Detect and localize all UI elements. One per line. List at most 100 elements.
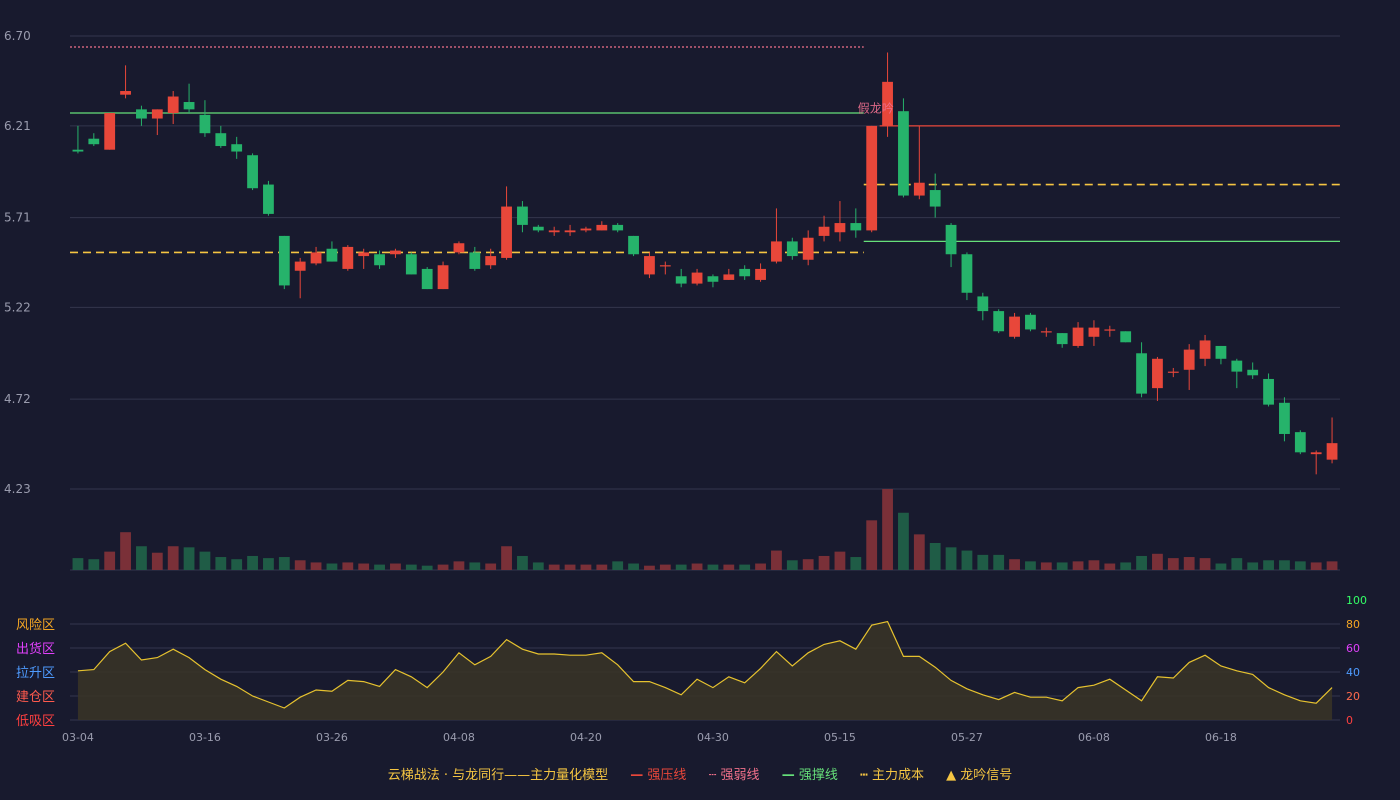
legend-symbol-cost: ┅: [859, 768, 868, 783]
volume-bar: [628, 563, 639, 570]
candle-body: [1152, 358, 1163, 389]
volume-bar: [1231, 558, 1243, 570]
candle-body: [612, 224, 624, 231]
candle-body: [834, 223, 846, 233]
volume-bar: [580, 564, 592, 570]
candle-body: [247, 155, 258, 189]
legend-item-main-cost[interactable]: ┅ 主力成本: [860, 768, 928, 783]
volume-bar: [1199, 558, 1211, 570]
volume-bar: [167, 546, 179, 570]
candle-body: [1279, 402, 1290, 434]
candle-body: [342, 246, 354, 269]
volume-bar: [1072, 561, 1084, 570]
candle-body: [421, 268, 433, 290]
legend-label-weak: 强弱线: [720, 768, 760, 783]
volume-bar: [1120, 562, 1132, 570]
volume-bar: [1183, 557, 1195, 570]
volume-bar: [786, 560, 798, 570]
volume-bar: [929, 543, 941, 570]
volume-bar: [517, 555, 528, 570]
candle-body: [1136, 353, 1147, 394]
volume-bar: [1104, 563, 1116, 570]
volume-bar: [437, 564, 449, 570]
candle-body: [1183, 349, 1195, 370]
candle-body: [167, 96, 179, 114]
volume-bar: [755, 563, 766, 570]
candle-body: [993, 311, 1005, 332]
candle-body: [739, 268, 751, 277]
volume-bar: [1167, 558, 1179, 570]
candle-body: [151, 109, 163, 119]
candle-body: [628, 235, 639, 255]
candle-body: [501, 206, 512, 258]
candle-body: [199, 114, 211, 134]
price-tick-label: 5.22: [4, 300, 31, 314]
legend-symbol-support: —: [781, 768, 795, 783]
candle-body: [755, 268, 766, 280]
legend-symbol-weak: ┄: [708, 768, 717, 783]
volume-bar: [691, 563, 703, 570]
volume-bar: [1088, 560, 1100, 570]
candle-body: [136, 109, 147, 119]
volume-bar: [374, 564, 385, 570]
legend-item-pressure-line[interactable]: — 强压线: [630, 768, 690, 783]
candle-body: [866, 125, 878, 231]
volume-bar: [834, 551, 846, 570]
volume-bar: [675, 564, 687, 570]
volume-bar: [358, 563, 370, 570]
volume-bar: [294, 560, 306, 570]
candle-body: [850, 223, 862, 231]
volume-bar: [72, 558, 84, 570]
legend-label-signal: 龙吟信号: [960, 768, 1013, 783]
volume-bar: [469, 562, 481, 570]
candle-body: [913, 182, 925, 196]
chart-legend: 云梯战法 · 与龙同行——主力量化模型 — 强压线 ┄ 强弱线 — 强撑线 ┅ …: [0, 764, 1400, 783]
legend-label-cost: 主力成本: [871, 768, 924, 783]
legend-item-dragon-signal[interactable]: ▲ 龙吟信号: [946, 768, 1012, 783]
candle-body: [1104, 329, 1116, 331]
candle-body: [675, 276, 687, 284]
candle-body: [1072, 327, 1084, 346]
volume-bar: [104, 551, 116, 570]
candle-body: [1199, 340, 1211, 359]
osc-zone-label: 建仓区: [16, 690, 55, 705]
candle-body: [88, 138, 100, 145]
legend-item-weak-line[interactable]: ┄ 强弱线: [709, 768, 764, 783]
volume-bar: [231, 559, 243, 570]
volume-bar: [215, 557, 227, 570]
candle-body: [215, 133, 227, 147]
volume-bar: [961, 550, 973, 570]
candle-body: [120, 91, 131, 95]
candle-body: [691, 272, 703, 284]
volume-bar: [1025, 561, 1036, 570]
candle-body: [278, 235, 290, 286]
candle-body: [390, 250, 401, 255]
candle-body: [310, 252, 322, 264]
date-tick-label: 05-27: [951, 731, 983, 744]
candle-body: [945, 224, 957, 255]
osc-right-tick: 60: [1346, 642, 1360, 655]
date-tick-label: 06-18: [1205, 731, 1237, 744]
candle-body: [358, 252, 370, 257]
date-tick-label: 06-08: [1078, 731, 1110, 744]
candle-body: [929, 190, 941, 207]
volume-bar: [1326, 561, 1338, 570]
candle-body: [263, 184, 274, 214]
legend-item-support-line[interactable]: — 强撑线: [782, 768, 842, 783]
legend-symbol-signal: ▲: [946, 768, 957, 783]
volume-bar: [596, 564, 608, 570]
candle-body: [977, 296, 989, 312]
candle-body: [72, 149, 84, 152]
volume-bar: [771, 550, 782, 570]
date-tick-label: 03-26: [316, 731, 348, 744]
volume-bar: [263, 558, 274, 570]
volume-bar: [707, 564, 719, 570]
candle-body: [961, 254, 973, 293]
volume-bar: [1152, 553, 1163, 570]
date-tick-label: 04-30: [697, 731, 729, 744]
volume-bar: [548, 564, 560, 570]
candle-body: [1247, 369, 1259, 376]
candle-body: [485, 256, 497, 266]
osc-zone-label: 低吸区: [16, 714, 55, 729]
volume-bar: [945, 547, 957, 570]
